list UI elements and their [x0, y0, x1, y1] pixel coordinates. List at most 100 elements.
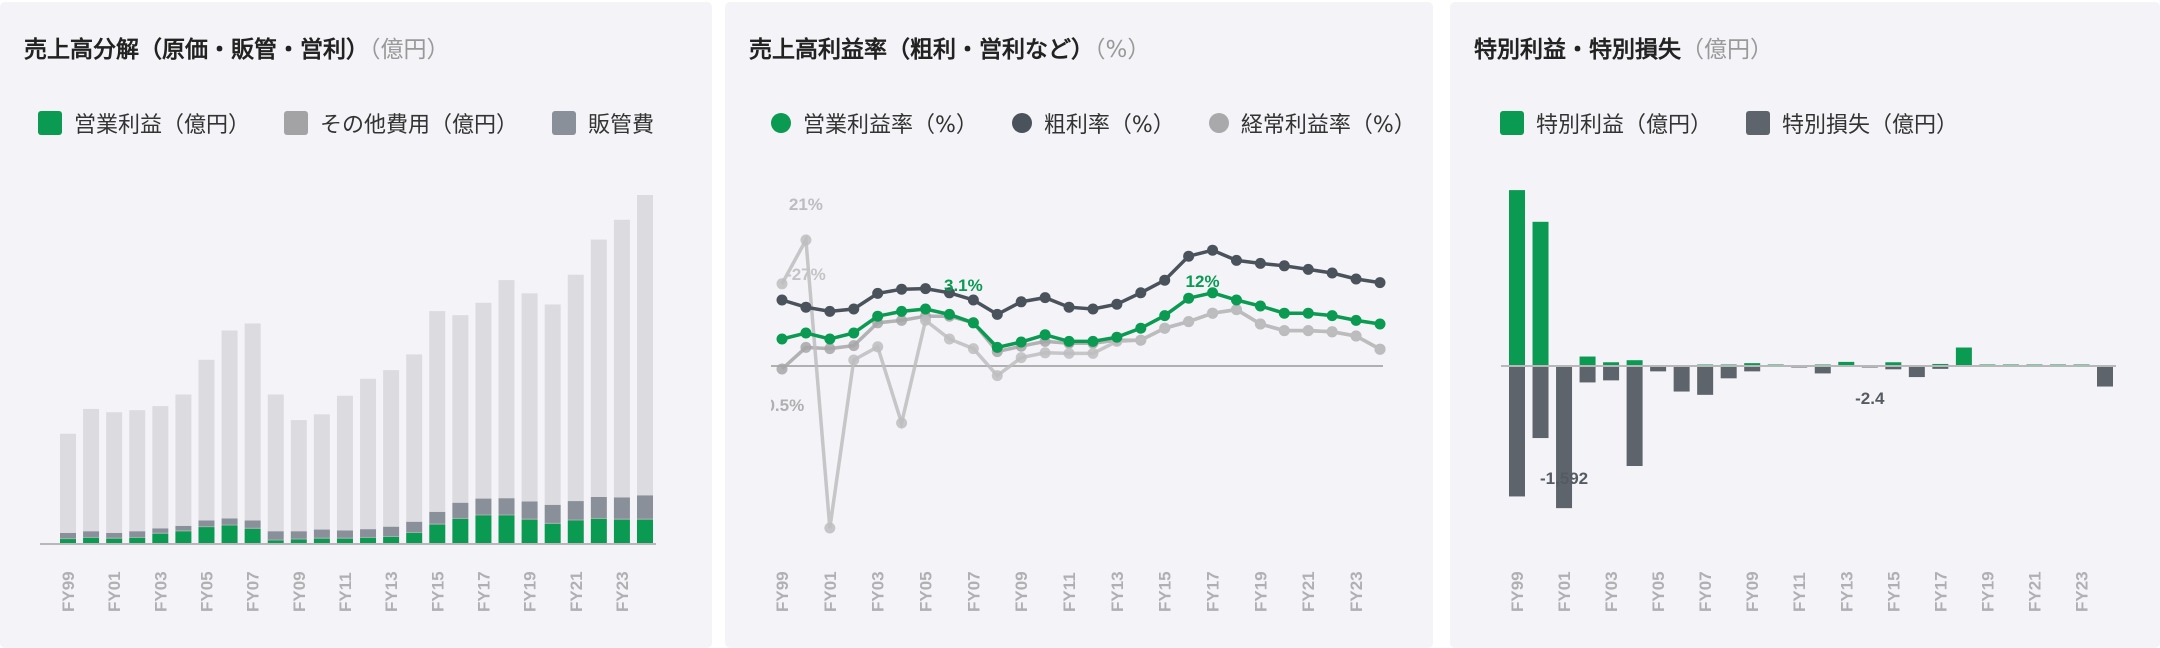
legend-item-sga[interactable]: 販管費 — [552, 108, 654, 138]
bar-segment-sga — [452, 502, 469, 518]
gross-margin-point — [1063, 301, 1075, 313]
bar-segment-other-expenses — [567, 519, 584, 521]
title-text: 売上高利益率（粗利・営利など） — [749, 37, 1094, 63]
operating-margin-point — [1230, 294, 1242, 306]
x-tick-label: FY09 — [1012, 571, 1031, 612]
bar-segment-sga — [567, 501, 584, 520]
bar-segment-sga — [106, 532, 123, 538]
x-tick-label: FY01 — [105, 571, 124, 612]
bar-segment-other-expenses — [106, 537, 123, 539]
gross-margin-point — [1326, 267, 1338, 279]
legend-item-extraordinary-loss[interactable]: 特別損失（億円） — [1746, 108, 1958, 138]
bar-segment-operating-profit — [498, 515, 515, 544]
operating-margin-point — [967, 317, 979, 329]
bar-segment-operating-profit — [383, 536, 400, 544]
ordinary-margin-point — [1063, 347, 1075, 359]
legend-item-operating-margin[interactable]: 営業利益率（%） — [771, 108, 978, 138]
bar-segment-operating-profit — [313, 538, 330, 544]
legend-dot — [1011, 113, 1032, 133]
gross-margin-point — [1254, 257, 1266, 269]
bar-segment-operating-profit — [590, 518, 607, 544]
x-tick-label: FY19 — [521, 571, 540, 612]
bar-segment-other-expenses — [429, 523, 446, 525]
x-tick-label: FY17 — [474, 571, 493, 612]
legend-item-ordinary-margin[interactable]: 経常利益率（%） — [1208, 108, 1401, 138]
bar-segment-cost — [152, 406, 169, 529]
gross-margin-point — [1159, 274, 1171, 286]
bar-segment-sga — [152, 528, 169, 533]
bar-segment-other-expenses — [475, 514, 492, 516]
bar-segment-other-expenses — [383, 536, 400, 537]
gross-margin-point — [872, 287, 884, 299]
series4-point — [848, 340, 860, 352]
bar-segment-cost — [360, 378, 377, 530]
ordinary-margin-point — [943, 333, 955, 345]
loss-bar — [2097, 366, 2113, 387]
gain-bar — [1838, 361, 1855, 366]
operating-margin-point — [920, 303, 932, 315]
bar-segment-cost — [521, 293, 538, 502]
legend-label: 販管費 — [588, 113, 655, 138]
sales-breakdown-panel: 売上高分解（原価・販管・営利）（億円） 営業利益（億円） その他費用（億円） 販… — [0, 2, 712, 648]
bar-segment-other-expenses — [360, 536, 377, 538]
x-tick-label: FY11 — [1060, 572, 1079, 612]
bar-segment-other-expenses — [637, 518, 653, 520]
bar-segment-other-expenses — [521, 518, 538, 520]
x-tick-label: FY13 — [1108, 571, 1127, 612]
bar-segment-operating-profit — [198, 527, 215, 544]
data-label: 21% — [789, 195, 823, 214]
x-tick-label: FY03 — [1602, 571, 1621, 612]
data-label: -2.4 — [1855, 389, 1885, 408]
ordinary-margin-point — [824, 522, 836, 534]
bar-segment-cost — [198, 359, 215, 521]
data-label: -0.5% — [771, 396, 804, 415]
bar-segment-sga — [406, 521, 423, 533]
bar-segment-operating-profit — [152, 533, 169, 544]
x-tick-label: FY19 — [1978, 571, 1997, 612]
operating-margin-point — [1302, 307, 1314, 319]
bar-segment-sga — [475, 498, 492, 515]
bar-segment-cost — [290, 420, 307, 532]
gross-margin-point — [896, 283, 908, 295]
gross-margin-point — [1350, 273, 1362, 285]
legend-item-extraordinary-gain[interactable]: 特別利益（億円） — [1500, 108, 1712, 138]
bar-segment-operating-profit — [475, 515, 492, 544]
series4-point — [896, 314, 908, 326]
gain-loss-bar-chart: -1,592 -2.4 FY99 FY01 FY03 FY05 FY07 FY09 FY11 FY… — [1501, 190, 2116, 612]
ordinary-margin-point — [1183, 316, 1195, 328]
legend-swatch — [38, 111, 62, 135]
gross-margin-point — [967, 294, 979, 306]
loss-bar — [1885, 366, 1902, 370]
bar-segment-operating-profit — [267, 540, 284, 544]
bar-segment-other-expenses — [613, 518, 630, 520]
title-unit: （億円） — [369, 37, 450, 63]
ordinary-margin-point — [776, 278, 788, 290]
x-tick-label: FY99 — [773, 571, 792, 612]
bar-segment-cost — [475, 302, 492, 499]
legend-item-other-expenses[interactable]: その他費用（億円） — [284, 108, 518, 138]
bar-segment-cost — [406, 354, 423, 522]
bar-segment-cost — [498, 280, 515, 499]
bar-segment-other-expenses — [590, 517, 607, 519]
gross-margin-point — [1135, 287, 1147, 299]
bar-segment-cost — [590, 239, 607, 497]
bar-segment-cost — [83, 408, 100, 532]
bar-segment-other-expenses — [544, 522, 561, 524]
data-label: -1,592 — [1540, 469, 1588, 488]
bar-segment-other-expenses — [152, 532, 169, 534]
legend-item-gross-margin[interactable]: 粗利率（%） — [1011, 108, 1175, 138]
legend-label: 営業利益（億円） — [74, 113, 251, 138]
legend-label: 特別損失（億円） — [1782, 113, 1959, 138]
loss-bar — [1556, 366, 1573, 509]
legend-swatch — [1500, 111, 1524, 135]
bar-segment-operating-profit — [613, 519, 630, 544]
legend-item-operating-profit[interactable]: 営業利益（億円） — [38, 108, 250, 138]
gross-margin-point — [1302, 263, 1314, 275]
x-tick-label: FY23 — [613, 571, 632, 612]
bar-segment-sga — [198, 520, 215, 527]
ordinary-margin-point — [1350, 330, 1362, 342]
gross-margin-line — [781, 248, 1381, 317]
gross-margin-point — [800, 301, 812, 313]
x-tick-label: FY23 — [1347, 571, 1366, 612]
gain-bar — [1532, 221, 1549, 366]
